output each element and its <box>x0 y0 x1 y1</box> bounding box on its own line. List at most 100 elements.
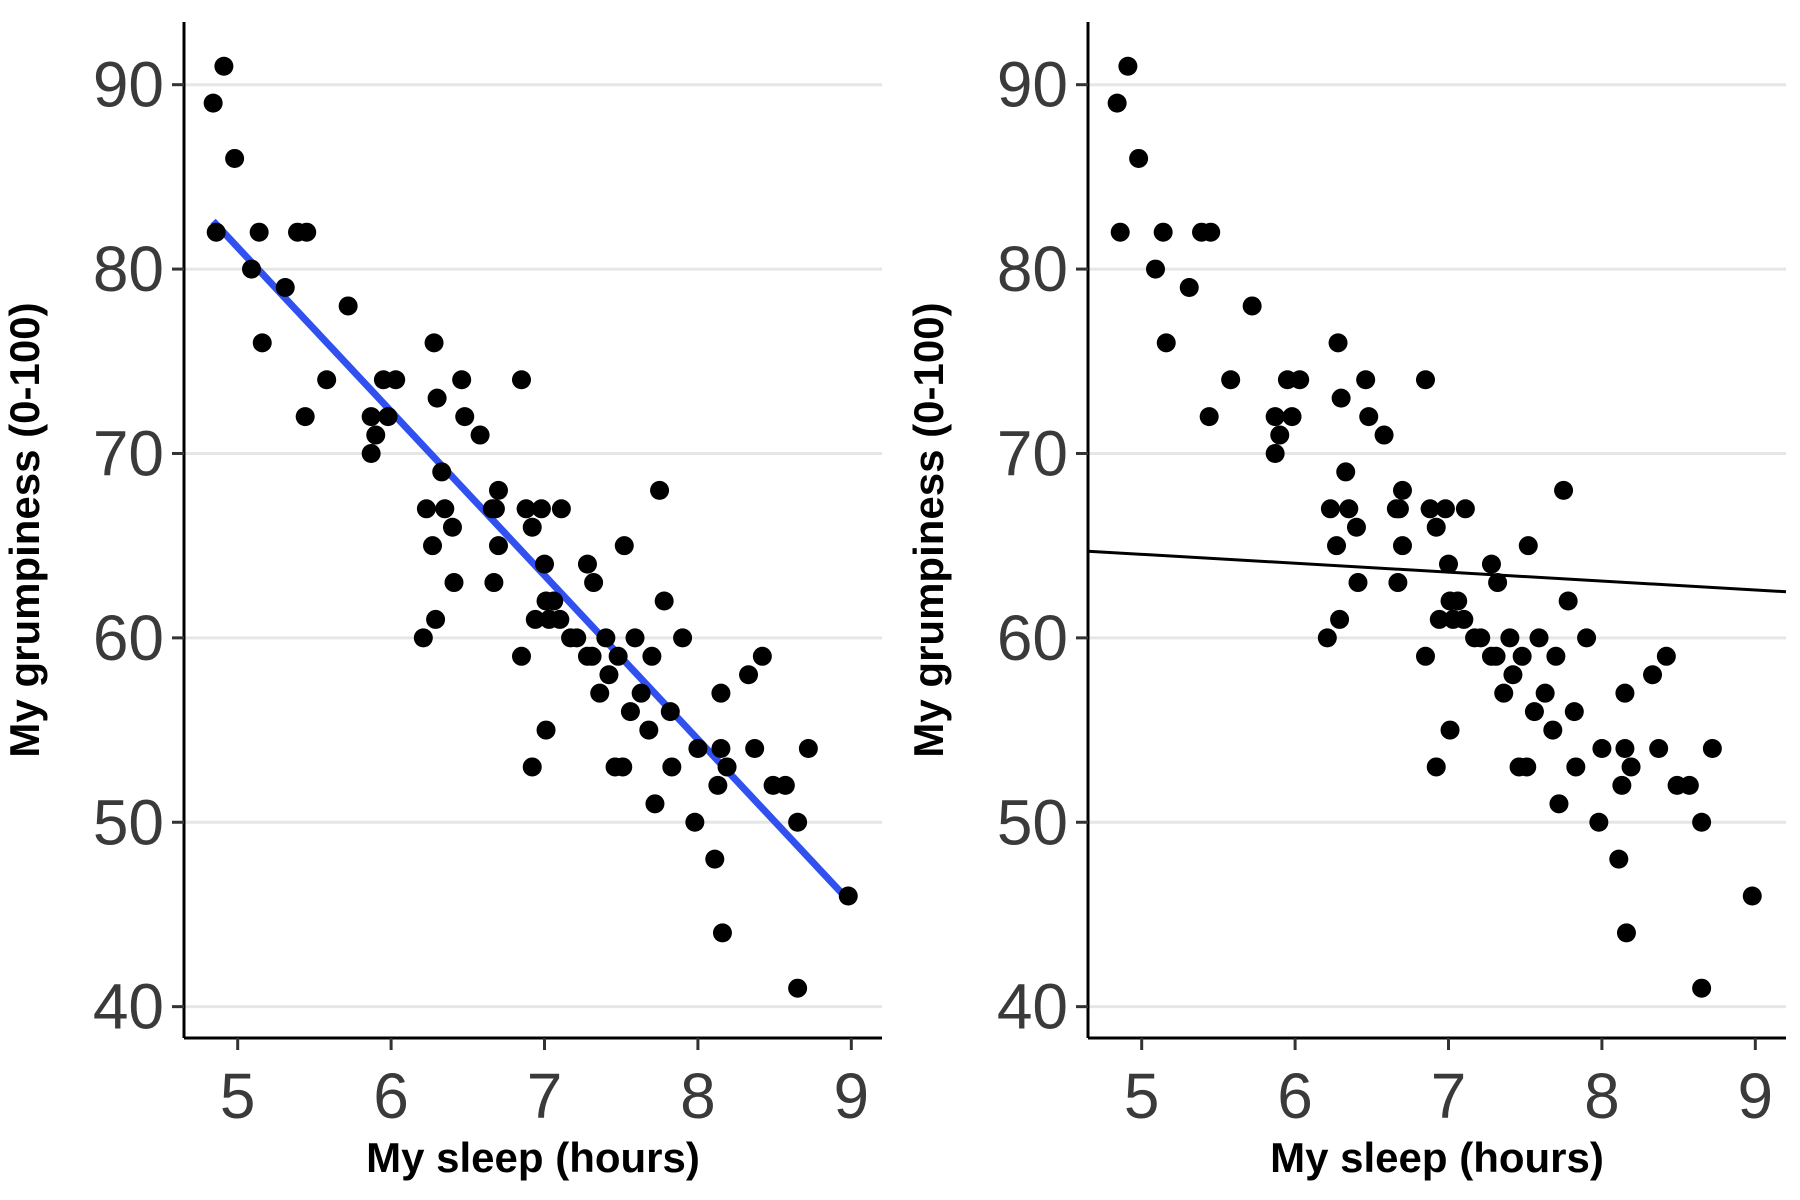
data-point <box>485 499 505 519</box>
data-point <box>1558 591 1578 611</box>
data-point <box>1320 499 1340 519</box>
data-point <box>1615 683 1635 703</box>
data-point <box>275 278 295 298</box>
data-point <box>1454 609 1474 629</box>
data-point <box>712 923 732 943</box>
x-tick-label: 5 <box>1124 1060 1160 1132</box>
data-point <box>1330 609 1350 629</box>
data-point <box>577 554 597 574</box>
data-point <box>1420 499 1440 519</box>
data-point <box>1577 628 1597 648</box>
y-tick-label: 40 <box>997 971 1068 1043</box>
data-point <box>551 499 571 519</box>
y-tick-label: 80 <box>997 233 1068 305</box>
data-point <box>1392 536 1412 556</box>
data-point <box>361 407 381 427</box>
data-point <box>1265 443 1285 463</box>
data-point <box>752 646 772 666</box>
data-point <box>1471 628 1491 648</box>
data-point <box>1621 757 1641 777</box>
data-point <box>1649 739 1669 759</box>
data-point <box>1270 425 1290 445</box>
data-point <box>788 978 808 998</box>
data-point <box>788 812 808 832</box>
y-tick-label: 60 <box>997 602 1068 674</box>
data-point <box>426 609 446 629</box>
data-point <box>1546 646 1566 666</box>
data-point <box>1494 683 1514 703</box>
x-tick-label: 7 <box>527 1060 563 1132</box>
data-point <box>1317 628 1337 648</box>
data-point <box>1392 480 1412 500</box>
data-point <box>1265 407 1285 427</box>
data-point <box>1488 573 1508 593</box>
y-axis-title: My grumpiness (0-100) <box>1 302 48 757</box>
y-tick-label: 60 <box>93 602 164 674</box>
flat-line <box>1087 549 1787 594</box>
data-point <box>413 628 433 648</box>
x-tick-label: 9 <box>834 1060 870 1132</box>
data-point <box>525 609 545 629</box>
data-point <box>596 628 616 648</box>
left-panel-with-regression-line: 40 50 60 70 80 90 5 6 7 8 9 My sleep (hours) My grum… <box>1 22 882 1181</box>
data-point <box>584 573 604 593</box>
data-point <box>1336 462 1356 482</box>
data-point <box>1512 646 1532 666</box>
data-point <box>378 407 398 427</box>
data-point <box>673 628 693 648</box>
data-point <box>582 646 602 666</box>
data-point <box>1612 775 1632 795</box>
x-tick-label: 6 <box>373 1060 409 1132</box>
data-point <box>1455 499 1475 519</box>
data-point <box>1221 370 1241 390</box>
data-point <box>225 148 245 168</box>
data-point <box>1481 554 1501 574</box>
data-point <box>452 370 472 390</box>
data-point <box>544 591 564 611</box>
x-axis-title: My sleep (hours) <box>366 1134 700 1181</box>
data-point <box>1156 333 1176 353</box>
x-tick-label: 6 <box>1277 1060 1313 1132</box>
data-point <box>798 739 818 759</box>
data-point <box>427 388 447 408</box>
data-point <box>631 683 651 703</box>
data-point <box>599 665 619 685</box>
data-point <box>625 628 645 648</box>
y-tick-label: 90 <box>997 49 1068 121</box>
data-point <box>424 333 444 353</box>
data-point <box>423 536 443 556</box>
data-point <box>1500 628 1520 648</box>
data-point <box>535 554 555 574</box>
data-point <box>775 775 795 795</box>
data-point <box>1118 56 1138 76</box>
data-point <box>685 812 705 832</box>
data-point <box>1486 646 1506 666</box>
data-point <box>1153 222 1173 242</box>
data-point <box>206 222 226 242</box>
data-point <box>1643 665 1663 685</box>
y-tick-label: 70 <box>997 417 1068 489</box>
data-point <box>1692 812 1712 832</box>
data-point <box>650 480 670 500</box>
data-point <box>522 517 542 537</box>
data-point <box>1549 794 1569 814</box>
data-point <box>1331 388 1351 408</box>
data-point <box>252 333 272 353</box>
data-point <box>1388 573 1408 593</box>
data-point <box>1564 702 1584 722</box>
data-point <box>366 425 386 445</box>
data-point <box>1282 407 1302 427</box>
data-point <box>361 443 381 463</box>
data-point <box>1692 978 1712 998</box>
data-point <box>442 517 462 537</box>
data-point <box>1589 812 1609 832</box>
data-point <box>745 739 765 759</box>
data-point <box>338 296 358 316</box>
y-axis-title: My grumpiness (0-100) <box>905 302 952 757</box>
data-point <box>295 407 315 427</box>
data-point <box>1356 370 1376 390</box>
y-tick-label: 70 <box>93 417 164 489</box>
data-point <box>241 259 261 279</box>
data-point <box>1518 536 1538 556</box>
data-point <box>470 425 490 445</box>
